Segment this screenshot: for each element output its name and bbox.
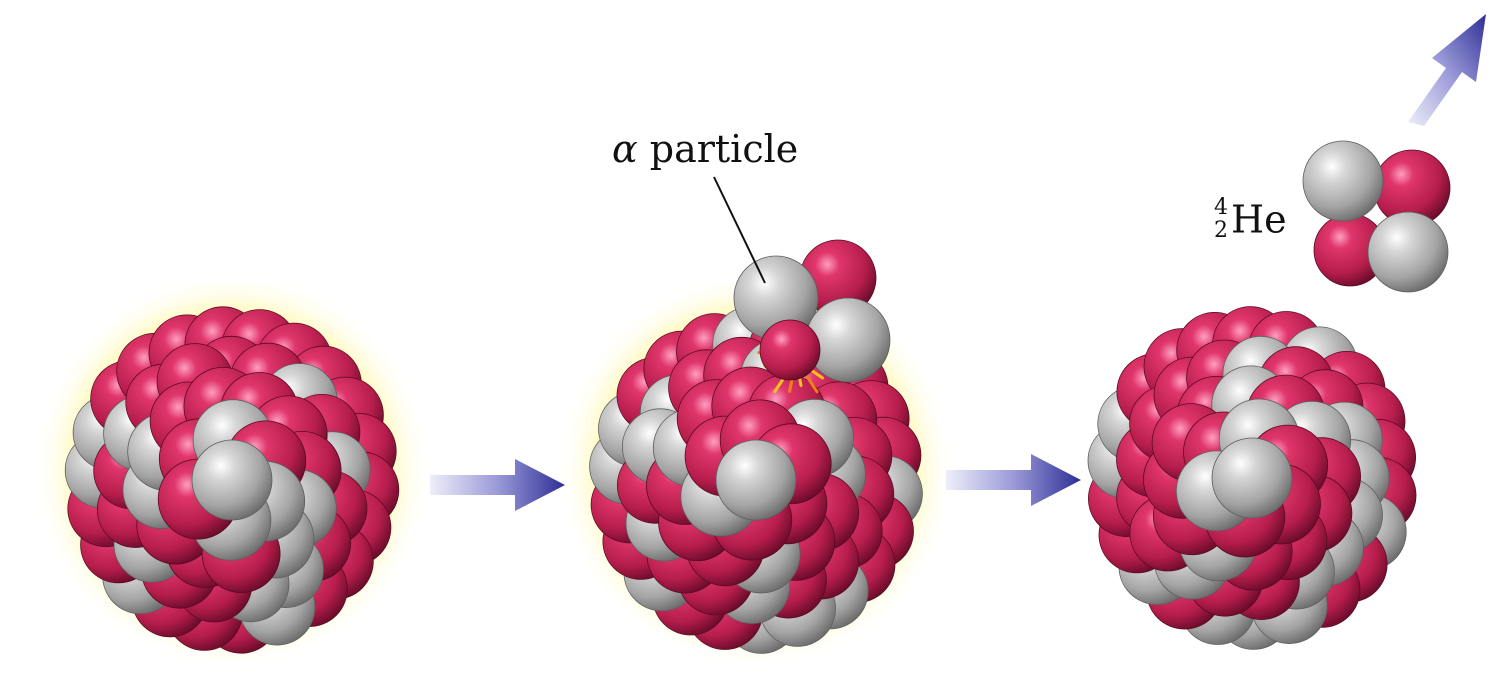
ejection-arrow <box>1408 14 1486 126</box>
alpha-particle-label: α particle <box>612 127 798 171</box>
process-arrow-2 <box>946 454 1081 506</box>
parent-nucleus <box>64 306 400 654</box>
emitted-alpha-particle <box>733 239 891 383</box>
alpha-text: particle <box>649 127 799 171</box>
alpha-label-leader <box>713 176 766 284</box>
neutron <box>1302 140 1384 222</box>
helium-nucleus <box>1302 140 1451 293</box>
helium-element-symbol: He <box>1231 197 1287 242</box>
neutron <box>191 439 273 521</box>
proton <box>759 319 821 381</box>
neutron <box>715 439 797 521</box>
neutron <box>1367 211 1449 293</box>
daughter-nucleus <box>1087 306 1417 650</box>
neutron <box>1211 437 1293 519</box>
alpha-symbol: α <box>612 127 638 171</box>
helium-mass-number: 4 <box>1214 194 1228 220</box>
helium-atomic-number: 2 <box>1214 217 1228 243</box>
helium-4-label: 4 2 He <box>1212 194 1287 243</box>
process-arrow-1 <box>430 459 565 511</box>
